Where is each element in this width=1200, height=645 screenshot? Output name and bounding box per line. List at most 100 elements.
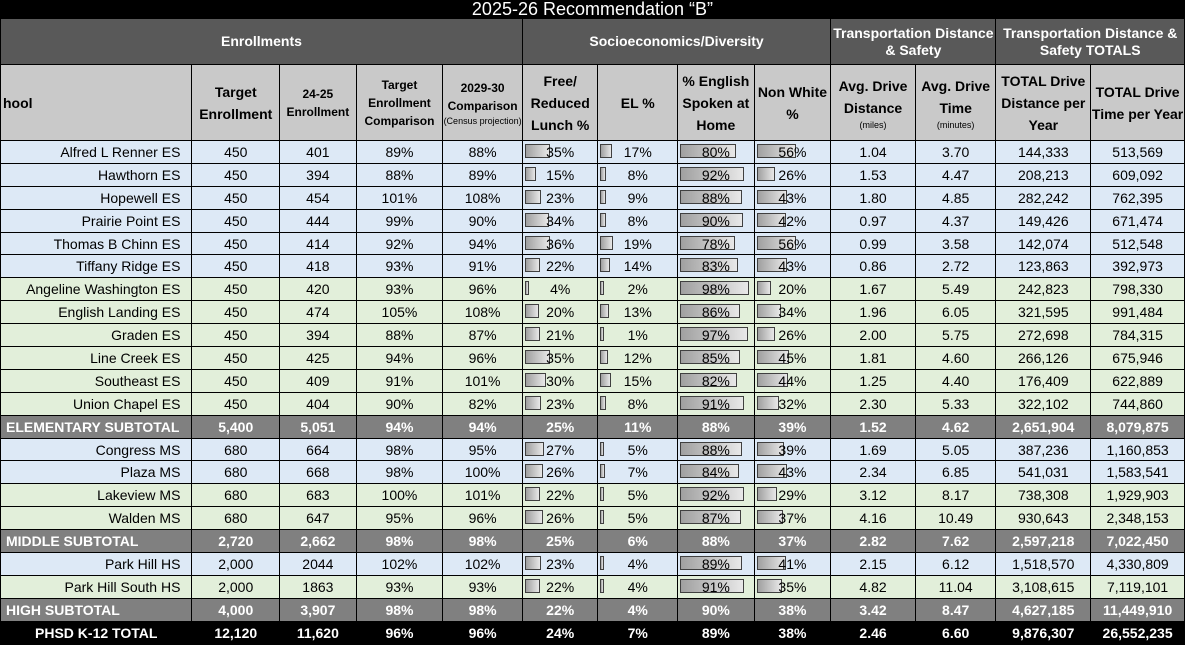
cell-non-white: 20% xyxy=(753,277,832,302)
cell-value: 32% xyxy=(778,395,807,412)
cell-value: 26% xyxy=(778,327,807,344)
group-socioeconomics: Socioeconomics/Diversity xyxy=(521,18,832,65)
cell-el-percent: 5% xyxy=(597,437,679,462)
cell-2029-30-comparison: 98% xyxy=(442,597,523,622)
cell-value: 83% xyxy=(701,258,730,275)
cell-free-reduced-lunch: 20% xyxy=(521,300,599,325)
data-bar xyxy=(524,556,541,571)
data-bar xyxy=(600,327,605,342)
cell-2029-30-comparison: 91% xyxy=(442,254,523,279)
cell-free-reduced-lunch: 22% xyxy=(521,254,599,279)
cell-avg-drive-distance: 1.96 xyxy=(830,300,916,325)
cell-target-comparison: 98% xyxy=(355,460,444,485)
cell-value: 43% xyxy=(778,464,807,481)
cell-24-25-enrollment: 5,051 xyxy=(279,414,357,439)
header-2029-30-note: (Census projection) xyxy=(443,115,522,126)
cell-el-percent: 14% xyxy=(597,254,679,279)
cell-el-percent: 4% xyxy=(597,552,679,576)
cell-free-reduced-lunch: 23% xyxy=(521,185,599,210)
cell-avg-drive-distance: 1.80 xyxy=(830,185,916,210)
cell-value: 19% xyxy=(623,235,652,252)
data-bar xyxy=(524,212,549,227)
cell-value: 92% xyxy=(701,166,730,183)
cell-total-drive-time: 675,946 xyxy=(1090,346,1185,370)
cell-value: 97% xyxy=(701,327,730,344)
data-bar xyxy=(600,258,611,273)
cell-target-enrollment: 2,720 xyxy=(191,529,281,554)
cell-target-comparison: 93% xyxy=(355,574,444,599)
cell-24-25-enrollment: 2,662 xyxy=(279,529,357,554)
header-non-white: Non White % xyxy=(753,64,832,141)
cell-value: 82% xyxy=(701,372,730,389)
cell-target-comparison: 88% xyxy=(355,162,444,187)
cell-total-drive-distance: 541,031 xyxy=(995,460,1092,485)
cell-2029-30-comparison: 108% xyxy=(442,185,523,210)
data-bar xyxy=(524,510,543,525)
cell-value: 85% xyxy=(701,349,730,366)
data-bar xyxy=(756,510,783,525)
cell-avg-drive-distance: 1.69 xyxy=(830,437,916,462)
cell-avg-drive-distance: 1.53 xyxy=(830,162,916,187)
subtotal-row: ELEMENTARY SUBTOTAL 5,400 5,051 94% 94% 25% 11… xyxy=(0,414,1185,439)
cell-target-enrollment: 2,000 xyxy=(191,552,281,576)
cell-value: 35% xyxy=(546,349,575,366)
cell-english-at-home: 89% xyxy=(677,620,755,645)
cell-2029-30-comparison: 96% xyxy=(442,277,523,302)
cell-value: 35% xyxy=(546,143,575,160)
cell-target-enrollment: 680 xyxy=(191,506,281,531)
cell-non-white: 43% xyxy=(753,460,832,485)
cell-value: 56% xyxy=(778,143,807,160)
data-bar xyxy=(756,258,787,273)
cell-avg-drive-time: 4.47 xyxy=(914,162,997,187)
cell-total-drive-time: 991,484 xyxy=(1090,300,1185,325)
cell-target-comparison: 89% xyxy=(355,140,444,164)
cell-non-white: 56% xyxy=(753,140,832,164)
cell-target-enrollment: 450 xyxy=(191,162,281,187)
data-bar xyxy=(600,556,605,571)
cell-total-drive-distance: 123,863 xyxy=(995,254,1092,279)
table-row: Angeline Washington ES 450 420 93% 96% 4% 2% 98… xyxy=(0,277,1185,302)
group-enrollments: Enrollments xyxy=(0,18,523,65)
cell-avg-drive-time: 8.17 xyxy=(914,483,997,508)
cell-non-white: 43% xyxy=(753,185,832,210)
cell-target-comparison: 93% xyxy=(355,277,444,302)
cell-school: Tiffany Ridge ES xyxy=(0,254,193,279)
cell-target-enrollment: 450 xyxy=(191,391,281,416)
cell-school: Hopewell ES xyxy=(0,185,193,210)
cell-value: 91% xyxy=(701,395,730,412)
cell-total-drive-time: 798,330 xyxy=(1090,277,1185,302)
cell-el-percent: 7% xyxy=(597,460,679,485)
cell-avg-drive-time: 6.05 xyxy=(914,300,997,325)
total-row: PHSD K-12 TOTAL 12,120 11,620 96% 96% 24% 7% 89… xyxy=(0,620,1185,645)
data-bar xyxy=(524,258,540,273)
cell-value: 88% xyxy=(701,189,730,206)
cell-total-drive-time: 762,395 xyxy=(1090,185,1185,210)
cell-total-drive-time: 1,583,541 xyxy=(1090,460,1185,485)
data-bar xyxy=(524,304,539,319)
cell-non-white: 26% xyxy=(753,162,832,187)
cell-value: 5% xyxy=(627,510,648,527)
cell-non-white: 38% xyxy=(753,620,832,645)
data-bar xyxy=(680,464,740,479)
cell-free-reduced-lunch: 4% xyxy=(521,277,599,302)
cell-24-25-enrollment: 394 xyxy=(279,162,357,187)
cell-total-drive-time: 1,160,853 xyxy=(1090,437,1185,462)
cell-value: 92% xyxy=(701,487,730,504)
data-bar xyxy=(600,304,610,319)
table-row: Union Chapel ES 450 404 90% 82% 23% 8% 91% 32% 2.… xyxy=(0,391,1185,416)
cell-english-at-home: 82% xyxy=(677,368,755,393)
cell-el-percent: 6% xyxy=(597,529,679,554)
cell-value: 41% xyxy=(778,555,807,572)
cell-avg-drive-time: 5.33 xyxy=(914,391,997,416)
cell-target-enrollment: 450 xyxy=(191,277,281,302)
table-row: Lakeview MS 680 683 100% 101% 22% 5% 92% 29% 3.12… xyxy=(0,483,1185,508)
table-row: Hawthorn ES 450 394 88% 89% 15% 8% 92% 26% 1.53 4.… xyxy=(0,162,1185,187)
cell-total-drive-distance: 738,308 xyxy=(995,483,1092,508)
cell-value: 44% xyxy=(778,372,807,389)
cell-total-drive-distance: 142,074 xyxy=(995,231,1092,256)
cell-free-reduced-lunch: 22% xyxy=(521,483,599,508)
cell-total-drive-time: 8,079,875 xyxy=(1090,414,1185,439)
table-row: Alfred L Renner ES 450 401 89% 88% 35% 17% 80% 5… xyxy=(0,140,1185,164)
cell-total-drive-time: 392,973 xyxy=(1090,254,1185,279)
